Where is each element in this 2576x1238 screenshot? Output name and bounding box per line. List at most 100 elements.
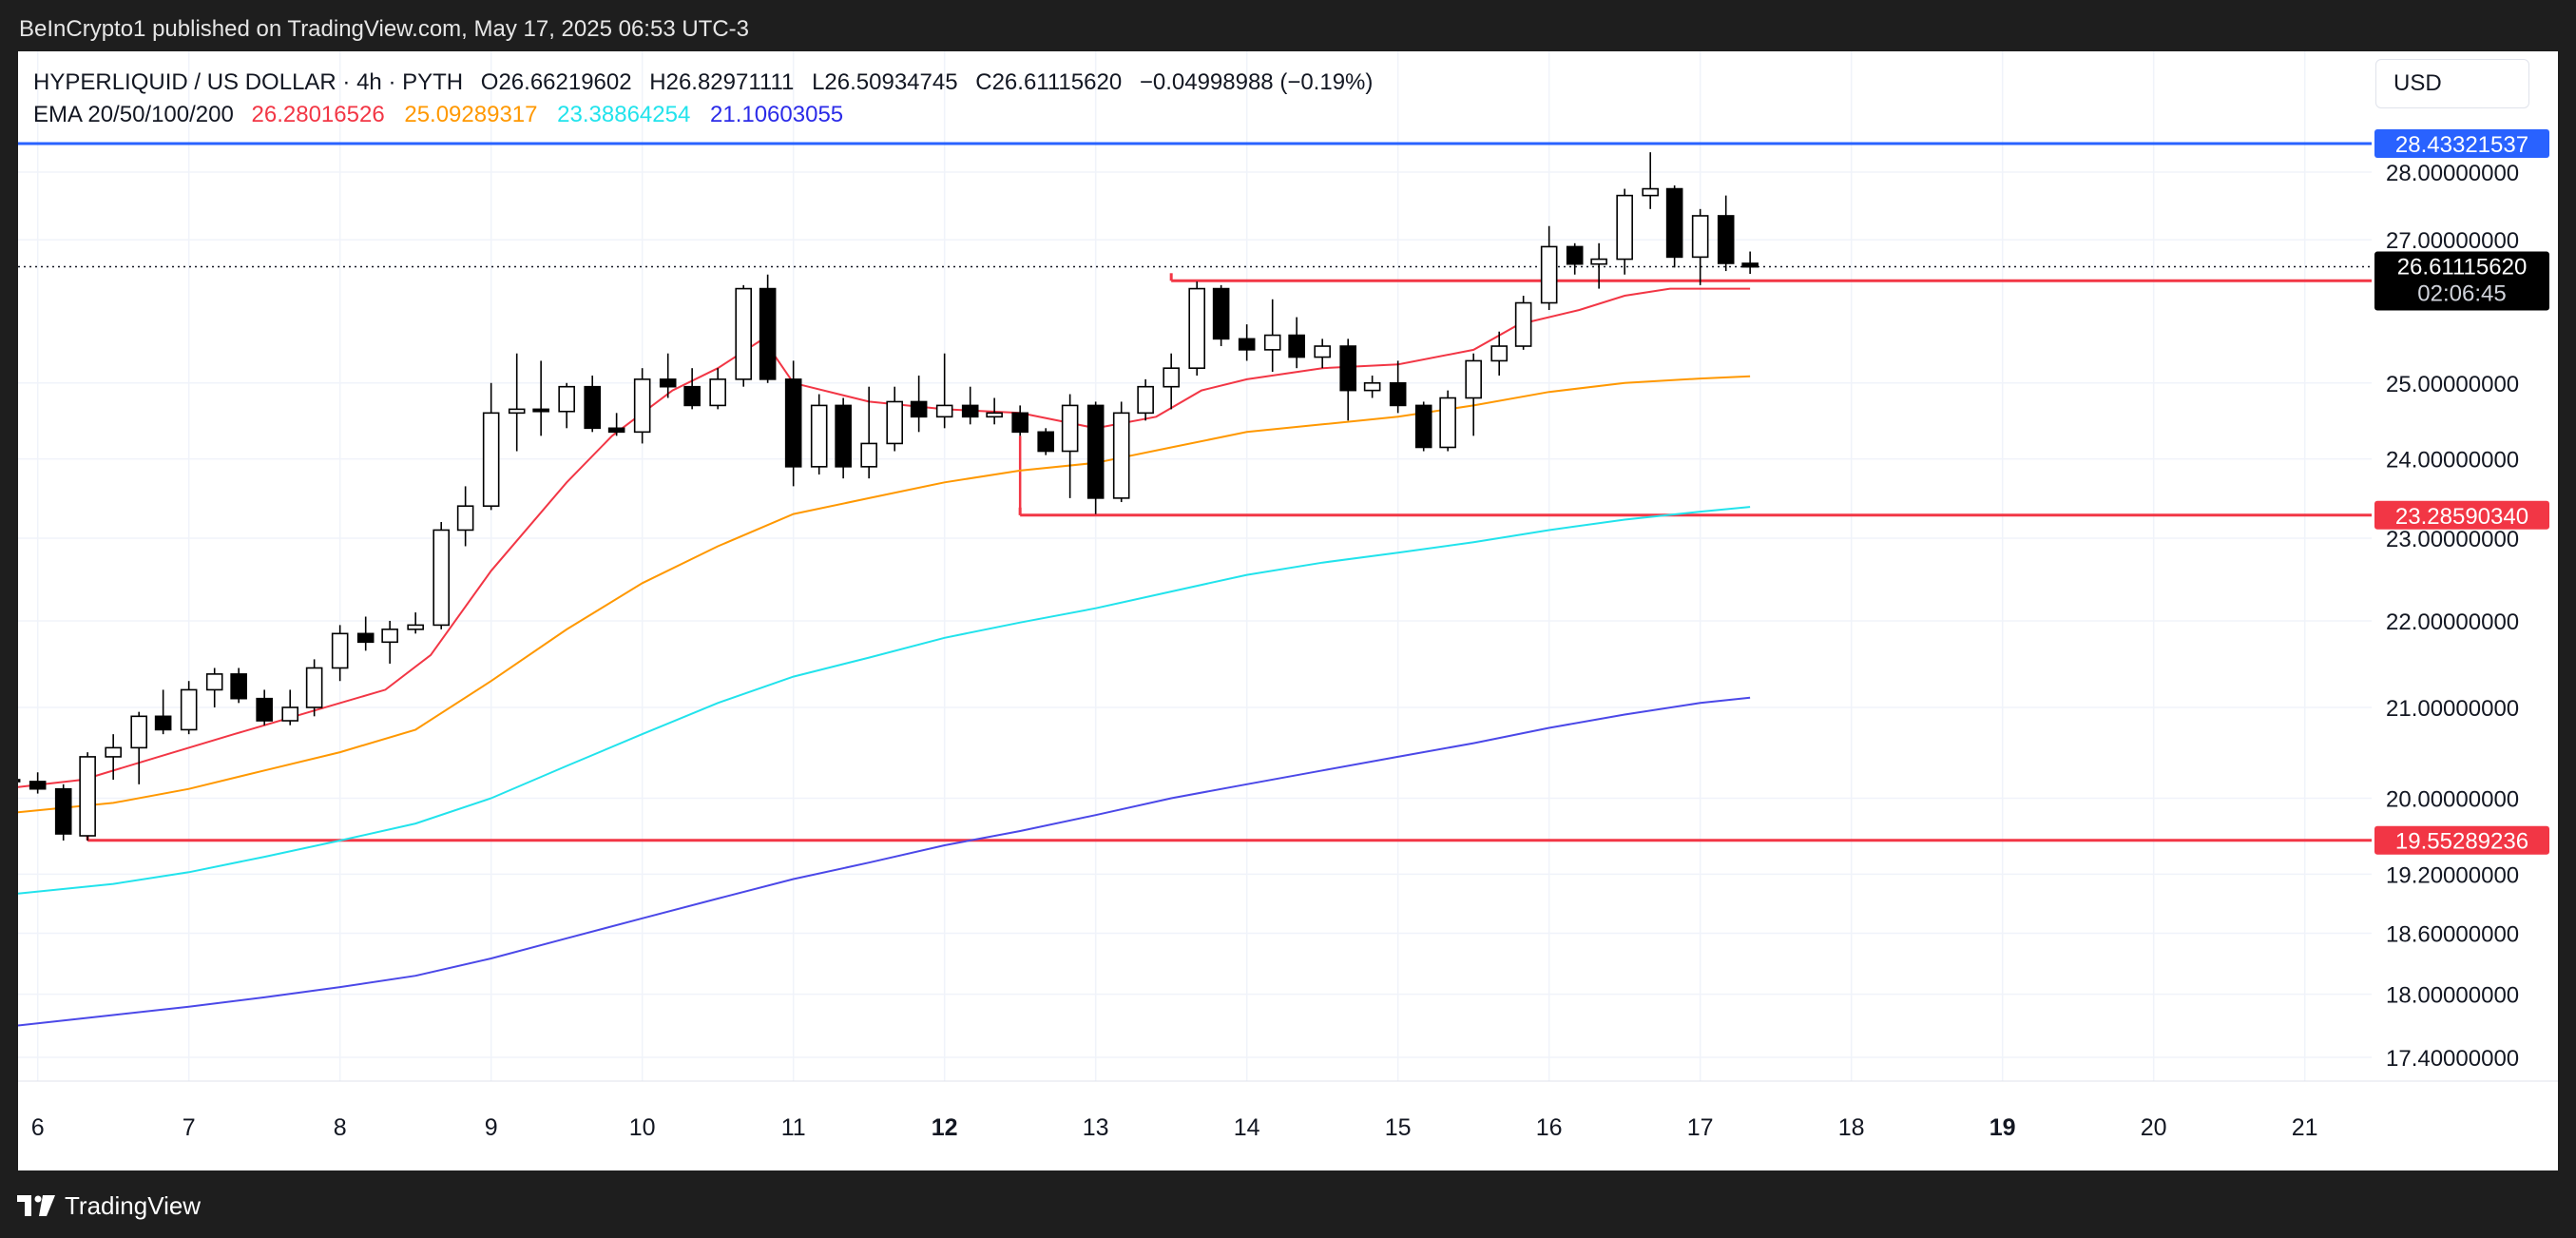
candle-body xyxy=(1514,301,1532,347)
candle-up xyxy=(130,711,147,784)
candle-up xyxy=(79,752,96,841)
candle-down xyxy=(835,397,852,479)
candle-up xyxy=(1163,353,1180,410)
candle-body xyxy=(1665,187,1683,259)
y-tick-label: 18.60000000 xyxy=(2386,921,2519,947)
candle-up xyxy=(1137,378,1154,421)
candle-body xyxy=(331,632,349,669)
candle-down xyxy=(1011,405,1028,436)
y-tick-label: 21.00000000 xyxy=(2386,696,2519,722)
candle-body xyxy=(1061,404,1079,453)
candle-down xyxy=(1238,324,1256,361)
publish-header: BeInCrypto1 published on TradingView.com… xyxy=(0,0,2576,51)
candle-up xyxy=(433,522,451,629)
x-tick-label: 10 xyxy=(629,1114,656,1141)
candle-down xyxy=(759,274,777,383)
candle-down xyxy=(154,689,172,735)
legend-open: O26.66219602 xyxy=(480,69,632,95)
candle-body xyxy=(1540,245,1558,304)
candle-up xyxy=(1540,225,1558,311)
candle-body xyxy=(508,408,526,415)
candle-up xyxy=(1188,281,1205,376)
candle-body xyxy=(130,715,147,749)
y-tick-label: 23.00000000 xyxy=(2386,527,2519,552)
candle-body xyxy=(356,632,375,644)
candle-body xyxy=(558,385,575,413)
candle-body xyxy=(54,787,72,835)
x-tick-label: 18 xyxy=(1838,1114,1865,1141)
time-axis: 6 7 8 9 10 11 12 13 14 15 16 17 18 19 20 21 xyxy=(18,1080,2558,1141)
legend-high: H26.82971111 xyxy=(649,69,795,95)
candle-body xyxy=(180,688,198,731)
y-tick-label: 20.00000000 xyxy=(2386,786,2519,812)
candle-body xyxy=(1566,245,1584,265)
candle-body xyxy=(1590,258,1607,265)
legend-low: L26.50934745 xyxy=(812,69,958,95)
candle-body xyxy=(1414,404,1432,449)
candle-body xyxy=(1011,412,1028,434)
ema-line-ema100 xyxy=(17,506,1751,895)
candle-down xyxy=(54,783,72,841)
candle-body xyxy=(305,667,323,708)
x-tick-label: 9 xyxy=(485,1114,498,1141)
legend-ema20-value: 26.28016526 xyxy=(251,102,385,127)
candle-body xyxy=(3,779,21,783)
price-axis: 28.00000000 27.00000000 25.00000000 24.0000… xyxy=(2386,161,2519,1072)
candle-up xyxy=(205,667,223,707)
candle-body xyxy=(1137,385,1154,415)
plot-background xyxy=(18,51,2372,1081)
legend-symbol: HYPERLIQUID / US DOLLAR · 4h · PYTH xyxy=(33,69,464,95)
candle-up xyxy=(935,353,953,429)
candle-body xyxy=(433,529,451,627)
candle-body xyxy=(1465,359,1482,399)
candle-down xyxy=(29,772,47,794)
candle-up xyxy=(735,284,753,387)
candle-body xyxy=(935,404,953,418)
candle-body xyxy=(281,706,299,722)
chart-panel[interactable]: 28.00000000 27.00000000 25.00000000 24.0000… xyxy=(3,51,2558,1170)
last-price-label: 26.61115620 xyxy=(2397,255,2528,280)
candle-down xyxy=(1741,251,1759,275)
candle-body xyxy=(1212,287,1230,340)
tradingview-brand[interactable]: TradingView xyxy=(17,1190,201,1222)
legend-ema-label: EMA 20/50/100/200 xyxy=(33,102,234,127)
grid-lines xyxy=(18,51,2372,1081)
y-tick-label: 24.00000000 xyxy=(2386,448,2519,474)
candle-body xyxy=(154,715,172,731)
footer-bar: TradingView xyxy=(0,1170,2576,1238)
candle-down xyxy=(1086,401,1105,514)
x-tick-label: 17 xyxy=(1687,1114,1714,1141)
candle-down xyxy=(659,353,677,398)
candle-down xyxy=(607,413,625,436)
candle-up xyxy=(456,486,474,547)
candle-down xyxy=(1288,317,1305,369)
price-chart[interactable]: 28.00000000 27.00000000 25.00000000 24.0000… xyxy=(3,51,2558,1170)
candle-body xyxy=(1642,187,1659,197)
currency-selector[interactable]: USD xyxy=(2375,59,2529,108)
candle-up xyxy=(381,620,398,664)
candle-down xyxy=(1717,195,1735,272)
candle-up xyxy=(1514,296,1532,350)
candle-body xyxy=(1339,345,1356,392)
candle-down xyxy=(1212,284,1230,347)
price-tag-label: 28.43321537 xyxy=(2395,132,2528,158)
candle-body xyxy=(784,378,802,468)
candle-up xyxy=(886,386,904,452)
candle-body xyxy=(659,378,677,388)
x-tick-label: 19 xyxy=(1990,1114,2016,1141)
candle-up xyxy=(105,734,122,780)
candle-down xyxy=(1339,339,1356,421)
price-tag-label: 23.28590340 xyxy=(2395,504,2528,530)
candle-up xyxy=(709,368,726,410)
candle-down xyxy=(1665,185,1683,268)
candle-up xyxy=(1465,353,1482,436)
candle-body xyxy=(1314,345,1331,358)
tradingview-logo-icon xyxy=(17,1195,55,1216)
candle-up xyxy=(633,368,651,444)
candle-body xyxy=(1389,381,1407,407)
footer-brand-text: TradingView xyxy=(65,1190,202,1220)
x-tick-label: 7 xyxy=(183,1114,196,1141)
candle-body xyxy=(482,412,500,508)
candle-up xyxy=(1590,242,1607,289)
chart-legend: HYPERLIQUID / US DOLLAR · 4h · PYTH O26.… xyxy=(33,67,1384,131)
